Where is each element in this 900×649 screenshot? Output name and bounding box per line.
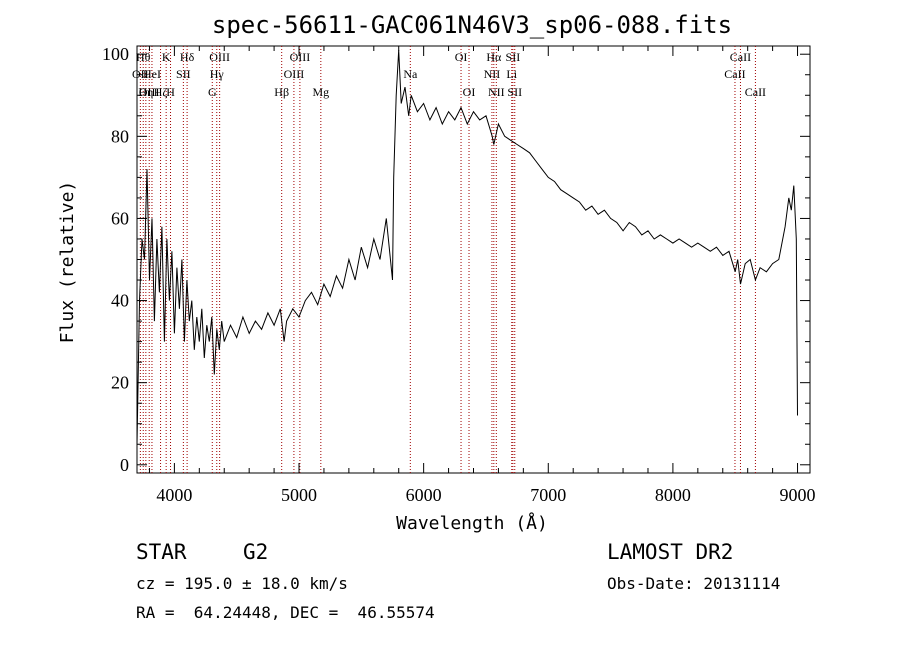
- line-label: OII: [132, 67, 149, 81]
- x-tick-label: 9000: [780, 485, 816, 505]
- line-label: Hδ: [180, 50, 195, 64]
- y-tick-label: 40: [111, 291, 129, 311]
- line-label: CaII: [730, 50, 751, 64]
- redshift-text: cz = 195.0 ± 18.0 km/s: [136, 574, 348, 593]
- x-tick-label: 4000: [156, 485, 192, 505]
- x-axis: 4000 5000 6000 7000 8000 9000: [148, 46, 816, 505]
- x-tick-label: 8000: [655, 485, 691, 505]
- y-axis-label: Flux (relative): [57, 181, 78, 344]
- line-label: Mg: [312, 85, 329, 99]
- x-tick-label: 7000: [530, 485, 566, 505]
- coordinates-text: RA = 64.24448, DEC = 46.55574: [136, 603, 435, 622]
- y-tick-label: 80: [111, 126, 129, 146]
- line-markers: [139, 46, 756, 473]
- line-label: Na: [403, 67, 418, 81]
- chart-title: spec-56611-GAC061N46V3_sp06-088.fits: [212, 11, 732, 39]
- survey-name: LAMOST DR2: [607, 540, 734, 564]
- spectral-subclass: G2: [243, 540, 269, 564]
- object-class: STAR: [136, 540, 187, 564]
- line-label: Hβ: [274, 85, 289, 99]
- spectrum-line: [136, 50, 798, 445]
- line-labels: OIIHθHηOIIIHeIHζKHSIIHδGHγOIIIHβOIIIOIII…: [132, 50, 766, 99]
- y-tick-label: 60: [111, 208, 129, 228]
- observation-date: Obs-Date: 20131114: [607, 574, 781, 593]
- line-label: OIII: [139, 85, 160, 99]
- line-label: Hζ: [154, 85, 168, 99]
- line-label: Hη: [138, 85, 153, 99]
- line-label: OI: [455, 50, 468, 64]
- line-label: G: [208, 85, 217, 99]
- x-tick-label: 6000: [406, 485, 442, 505]
- line-label: SII: [507, 85, 522, 99]
- line-label: SII: [176, 67, 191, 81]
- line-label: OIII: [290, 50, 311, 64]
- line-label: K: [162, 50, 171, 64]
- y-tick-label: 100: [102, 44, 129, 64]
- line-label: Hα: [486, 50, 502, 64]
- line-label: OI: [463, 85, 476, 99]
- line-label: H: [166, 85, 175, 99]
- line-label: NII: [488, 85, 505, 99]
- line-label: OIII: [284, 67, 305, 81]
- x-axis-label: Wavelength (Å): [396, 512, 548, 534]
- line-label: CaII: [745, 85, 766, 99]
- line-label: NII: [484, 67, 501, 81]
- y-tick-label: 20: [111, 373, 129, 393]
- line-label: SII: [506, 50, 521, 64]
- line-label: Li: [506, 67, 517, 81]
- plot-frame: [136, 45, 811, 474]
- line-label: CaII: [724, 67, 745, 81]
- line-label: Hθ: [136, 50, 151, 64]
- line-label: HeI: [143, 67, 161, 81]
- y-axis: 0 20 40 60 80 100: [102, 44, 810, 475]
- line-label: Hγ: [210, 67, 225, 81]
- y-tick-label: 0: [120, 455, 129, 475]
- line-label: OIII: [209, 50, 230, 64]
- x-tick-label: 5000: [281, 485, 317, 505]
